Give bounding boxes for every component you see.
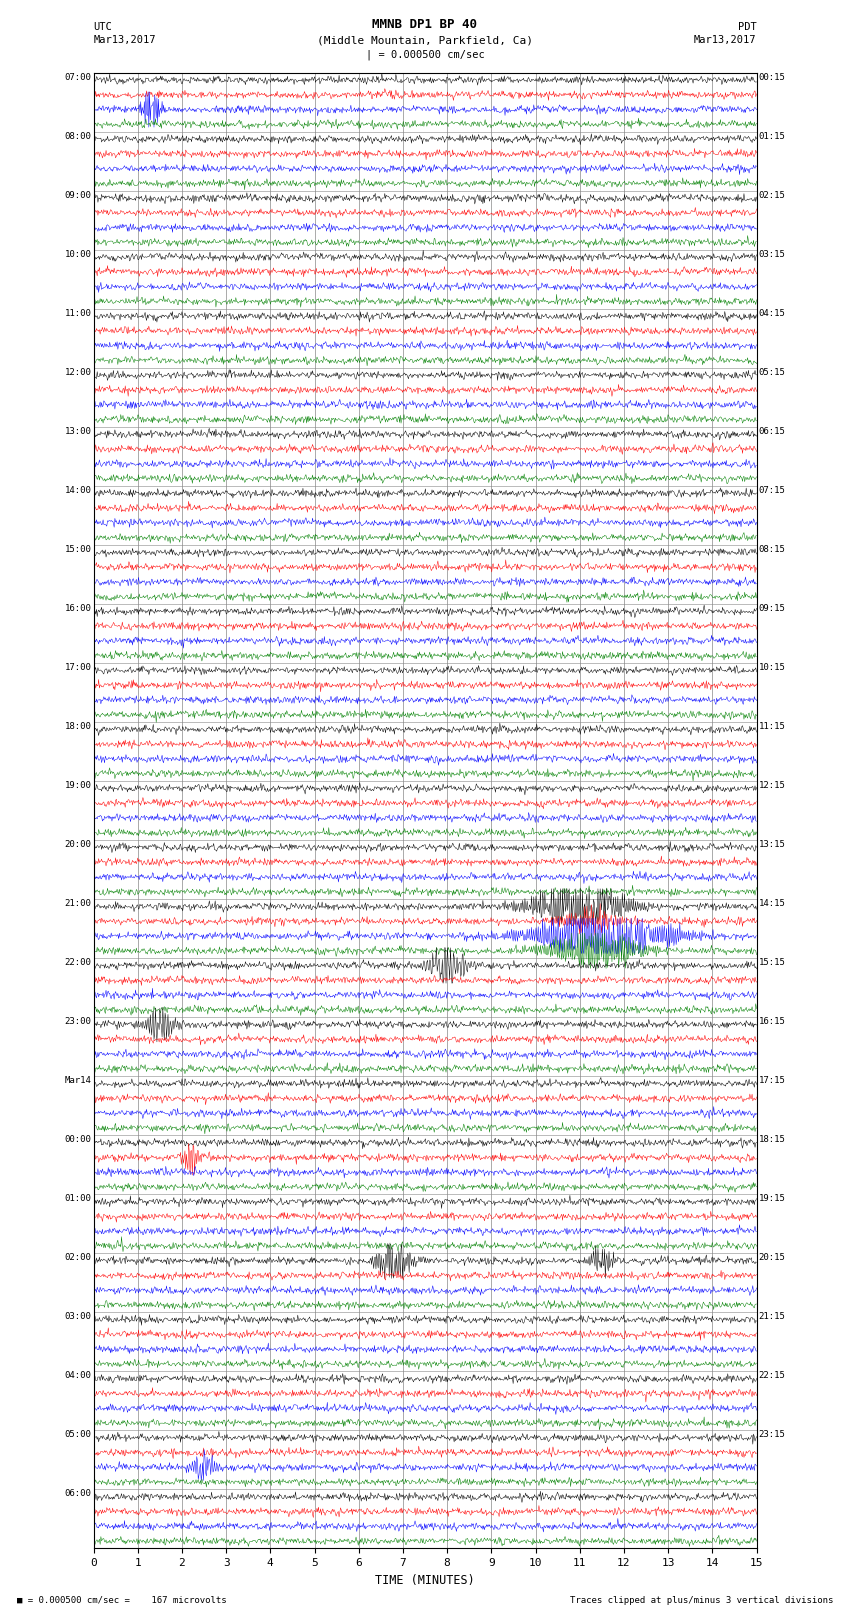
- Text: 03:00: 03:00: [65, 1313, 92, 1321]
- Text: 00:00: 00:00: [65, 1136, 92, 1144]
- Text: 12:15: 12:15: [758, 781, 785, 790]
- Text: 19:15: 19:15: [758, 1194, 785, 1203]
- Text: 16:15: 16:15: [758, 1018, 785, 1026]
- Text: 22:15: 22:15: [758, 1371, 785, 1381]
- Text: 09:15: 09:15: [758, 603, 785, 613]
- Text: 06:15: 06:15: [758, 427, 785, 436]
- Text: 00:15: 00:15: [758, 73, 785, 82]
- Text: 14:15: 14:15: [758, 898, 785, 908]
- Text: 20:00: 20:00: [65, 840, 92, 848]
- Text: 05:00: 05:00: [65, 1431, 92, 1439]
- Text: 16:00: 16:00: [65, 603, 92, 613]
- Text: 20:15: 20:15: [758, 1253, 785, 1263]
- Text: ■ = 0.000500 cm/sec =    167 microvolts: ■ = 0.000500 cm/sec = 167 microvolts: [17, 1595, 227, 1605]
- Text: 23:15: 23:15: [758, 1431, 785, 1439]
- Text: Mar13,2017: Mar13,2017: [694, 35, 756, 45]
- Text: 21:00: 21:00: [65, 898, 92, 908]
- Text: 08:00: 08:00: [65, 132, 92, 140]
- Text: MMNB DP1 BP 40: MMNB DP1 BP 40: [372, 18, 478, 31]
- Text: 08:15: 08:15: [758, 545, 785, 553]
- Text: PDT: PDT: [738, 23, 756, 32]
- Text: 22:00: 22:00: [65, 958, 92, 968]
- Text: 01:00: 01:00: [65, 1194, 92, 1203]
- Text: 13:00: 13:00: [65, 427, 92, 436]
- Text: Mar14: Mar14: [65, 1076, 92, 1086]
- Text: 05:15: 05:15: [758, 368, 785, 377]
- Text: 04:15: 04:15: [758, 308, 785, 318]
- Text: 15:15: 15:15: [758, 958, 785, 968]
- Text: 13:15: 13:15: [758, 840, 785, 848]
- Text: 01:15: 01:15: [758, 132, 785, 140]
- Text: 09:00: 09:00: [65, 190, 92, 200]
- Text: Mar13,2017: Mar13,2017: [94, 35, 156, 45]
- Text: UTC: UTC: [94, 23, 112, 32]
- Text: 14:00: 14:00: [65, 486, 92, 495]
- Text: 02:00: 02:00: [65, 1253, 92, 1263]
- Text: | = 0.000500 cm/sec: | = 0.000500 cm/sec: [366, 48, 484, 60]
- Text: 02:15: 02:15: [758, 190, 785, 200]
- Text: 11:00: 11:00: [65, 308, 92, 318]
- Text: 07:00: 07:00: [65, 73, 92, 82]
- Text: 23:00: 23:00: [65, 1018, 92, 1026]
- Text: 10:00: 10:00: [65, 250, 92, 258]
- Text: (Middle Mountain, Parkfield, Ca): (Middle Mountain, Parkfield, Ca): [317, 35, 533, 45]
- Text: 18:00: 18:00: [65, 723, 92, 731]
- Text: 07:15: 07:15: [758, 486, 785, 495]
- Text: 06:00: 06:00: [65, 1489, 92, 1498]
- Text: 17:15: 17:15: [758, 1076, 785, 1086]
- Text: 04:00: 04:00: [65, 1371, 92, 1381]
- Text: Traces clipped at plus/minus 3 vertical divisions: Traces clipped at plus/minus 3 vertical …: [570, 1595, 833, 1605]
- Text: 03:15: 03:15: [758, 250, 785, 258]
- Text: 12:00: 12:00: [65, 368, 92, 377]
- Text: 15:00: 15:00: [65, 545, 92, 553]
- X-axis label: TIME (MINUTES): TIME (MINUTES): [375, 1574, 475, 1587]
- Text: 19:00: 19:00: [65, 781, 92, 790]
- Text: 18:15: 18:15: [758, 1136, 785, 1144]
- Text: 11:15: 11:15: [758, 723, 785, 731]
- Text: 10:15: 10:15: [758, 663, 785, 673]
- Text: 17:00: 17:00: [65, 663, 92, 673]
- Text: 21:15: 21:15: [758, 1313, 785, 1321]
